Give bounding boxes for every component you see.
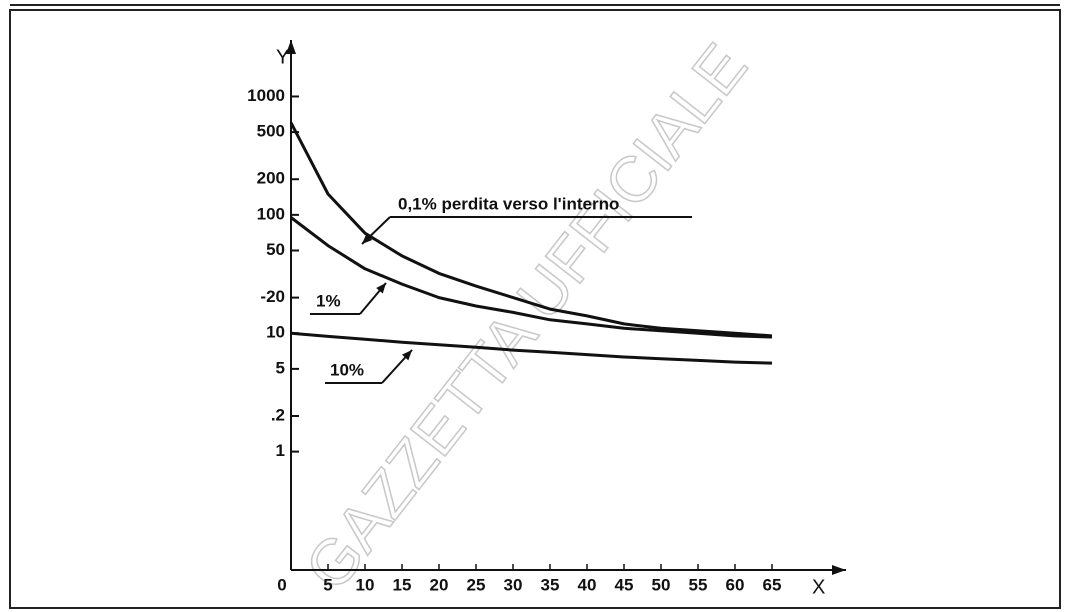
y-axis-arrow	[286, 40, 296, 54]
y-tick-label: .2	[271, 405, 285, 424]
y-tick-label: 10	[266, 323, 285, 342]
y-tick-label: 200	[257, 169, 285, 188]
y-tick-label: 5	[276, 358, 285, 377]
y-tick-label: 1000	[247, 86, 285, 105]
leader-arrow	[362, 233, 373, 244]
y-tick-label: 50	[266, 240, 285, 259]
series-line	[290, 216, 773, 339]
x-tick-label: 5	[323, 575, 332, 594]
leader-arrow	[376, 283, 386, 294]
x-tick-label: 50	[652, 575, 671, 594]
x-tick-label: 55	[689, 575, 708, 594]
x-tick-label: 25	[467, 575, 486, 594]
series-label: 10%	[330, 360, 364, 379]
x-tick-label: 65	[763, 575, 782, 594]
x-axis-arrow	[832, 565, 846, 575]
y-tick-label: -20	[260, 287, 285, 306]
x-tick-label: 15	[393, 575, 412, 594]
x-tick-label: 0	[277, 575, 286, 594]
x-tick-label: 30	[504, 575, 523, 594]
x-tick-label: 10	[356, 575, 375, 594]
x-tick-label: 60	[726, 575, 745, 594]
x-tick-label: 20	[430, 575, 449, 594]
watermark: GAZZETTA UFFICIALE	[291, 30, 761, 603]
frame	[9, 9, 1061, 609]
x-tick-label: 40	[578, 575, 597, 594]
series-line	[289, 122, 773, 338]
y-tick-label: 100	[257, 204, 285, 223]
series-line	[290, 331, 773, 365]
x-axis-label: X	[812, 576, 825, 598]
leader-arrow	[402, 350, 412, 361]
x-tick-label: 35	[541, 575, 560, 594]
y-axis-label: Y	[276, 46, 289, 68]
y-tick-label: 1	[276, 441, 285, 460]
series-label: 0,1% perdita verso l'interno	[398, 194, 619, 213]
y-tick-label: 500	[257, 122, 285, 141]
x-tick-label: 45	[615, 575, 634, 594]
series-label: 1%	[316, 291, 341, 310]
